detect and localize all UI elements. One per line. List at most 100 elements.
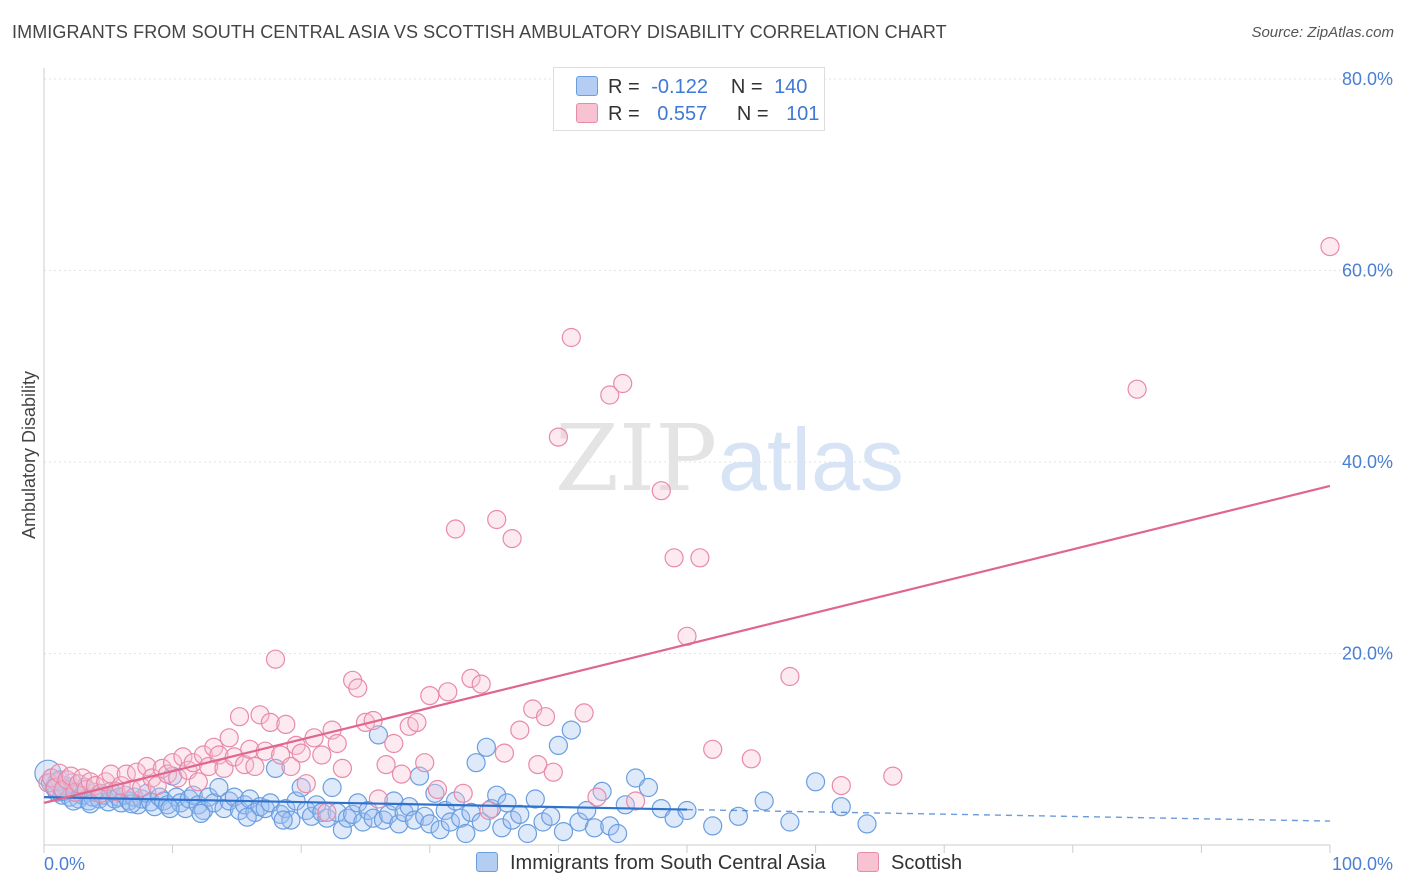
point-scottish xyxy=(780,666,800,687)
point-scottish xyxy=(883,766,903,786)
point-scottish xyxy=(327,733,347,754)
point-immigrants xyxy=(204,793,224,813)
point-immigrants xyxy=(497,793,517,813)
point-immigrants xyxy=(332,820,352,840)
point-immigrants xyxy=(466,753,486,773)
trend-line-scottish xyxy=(43,484,1331,804)
point-immigrants xyxy=(322,777,342,798)
point-scottish xyxy=(391,764,412,784)
series-legend-label: Immigrants from South Central Asia xyxy=(510,852,826,874)
point-scottish xyxy=(276,714,296,735)
legend-r-label: R = xyxy=(608,76,640,98)
point-scottish xyxy=(445,519,466,539)
point-scottish xyxy=(427,779,448,800)
point-immigrants xyxy=(857,814,877,834)
point-scottish xyxy=(574,703,594,723)
point-scottish xyxy=(453,783,473,803)
point-scottish xyxy=(510,720,530,740)
point-immigrants xyxy=(492,818,512,838)
point-scottish xyxy=(561,327,581,348)
point-immigrants xyxy=(541,806,561,826)
point-scottish xyxy=(415,753,435,773)
trend-line-immigrants xyxy=(43,796,688,811)
point-scottish xyxy=(703,739,723,759)
point-immigrants xyxy=(389,814,409,834)
point-immigrants xyxy=(191,803,211,824)
point-scottish xyxy=(332,758,352,779)
point-scottish xyxy=(690,548,710,568)
correlation-legend: R = -0.122 N = 140 R = 0.557 N = 101 xyxy=(553,67,825,131)
point-scottish xyxy=(407,712,427,733)
point-immigrants xyxy=(625,768,646,788)
point-immigrants xyxy=(273,810,293,830)
point-scottish xyxy=(384,733,404,754)
legend-swatch-scottish xyxy=(576,103,598,123)
point-scottish xyxy=(281,756,301,777)
point-immigrants xyxy=(703,816,723,836)
legend-n-label: N = xyxy=(736,103,769,125)
point-scottish xyxy=(487,509,507,530)
point-immigrants xyxy=(317,808,337,828)
point-immigrants xyxy=(638,777,659,798)
data-points xyxy=(34,237,1340,844)
point-scottish xyxy=(317,802,337,823)
point-immigrants xyxy=(353,812,373,832)
point-scottish xyxy=(543,762,563,782)
point-immigrants xyxy=(368,725,388,745)
point-immigrants xyxy=(430,820,450,840)
point-immigrants xyxy=(456,823,476,844)
point-scottish xyxy=(348,678,368,698)
watermark-zip: ZIP xyxy=(555,405,717,512)
legend-row-immigrants: R = -0.122 N = 140 xyxy=(576,76,807,100)
y-tick-label: 20.0% xyxy=(1342,644,1393,664)
watermark: ZIP atlas xyxy=(555,405,904,512)
point-immigrants xyxy=(487,785,507,805)
point-immigrants xyxy=(476,737,496,757)
point-scottish xyxy=(502,528,522,549)
legend-r-value: -0.122 xyxy=(651,76,708,98)
point-scottish xyxy=(528,754,548,775)
point-immigrants xyxy=(337,808,358,828)
point-scottish xyxy=(137,756,157,777)
point-scottish xyxy=(664,548,684,568)
point-scottish xyxy=(312,745,332,765)
point-immigrants xyxy=(517,823,538,844)
grid-lines xyxy=(44,78,1394,654)
point-scottish xyxy=(741,749,761,769)
point-scottish xyxy=(461,668,481,689)
point-immigrants xyxy=(237,807,257,827)
point-scottish xyxy=(479,800,499,821)
point-immigrants xyxy=(301,806,322,826)
point-immigrants xyxy=(754,791,774,811)
point-scottish xyxy=(548,427,569,447)
point-immigrants xyxy=(607,823,628,844)
point-immigrants xyxy=(728,806,749,826)
watermark-atlas: atlas xyxy=(718,410,904,509)
trend-lines xyxy=(43,484,1331,822)
point-scottish xyxy=(438,682,458,702)
source-credit: Source: ZipAtlas.com xyxy=(1251,24,1394,41)
point-scottish xyxy=(625,791,646,811)
point-immigrants xyxy=(404,810,424,830)
point-immigrants xyxy=(440,812,460,832)
x-tick-label: 0.0% xyxy=(44,854,85,874)
point-immigrants xyxy=(831,797,851,817)
point-immigrants xyxy=(199,787,219,807)
point-scottish xyxy=(368,789,388,809)
trend-extension-immigrants xyxy=(686,808,1331,822)
point-scottish xyxy=(291,743,311,763)
point-scottish xyxy=(1127,379,1147,399)
point-immigrants xyxy=(592,781,612,802)
point-immigrants xyxy=(548,735,569,756)
point-scottish xyxy=(587,787,607,807)
point-scottish xyxy=(188,772,208,792)
point-immigrants xyxy=(584,818,605,838)
point-scottish xyxy=(831,775,851,796)
series-swatch-scottish xyxy=(857,852,879,872)
point-immigrants xyxy=(600,816,620,836)
point-scottish xyxy=(250,705,270,725)
point-scottish xyxy=(613,373,633,394)
legend-row-scottish: R = 0.557 N = 101 xyxy=(576,103,819,127)
point-immigrants xyxy=(420,814,440,834)
